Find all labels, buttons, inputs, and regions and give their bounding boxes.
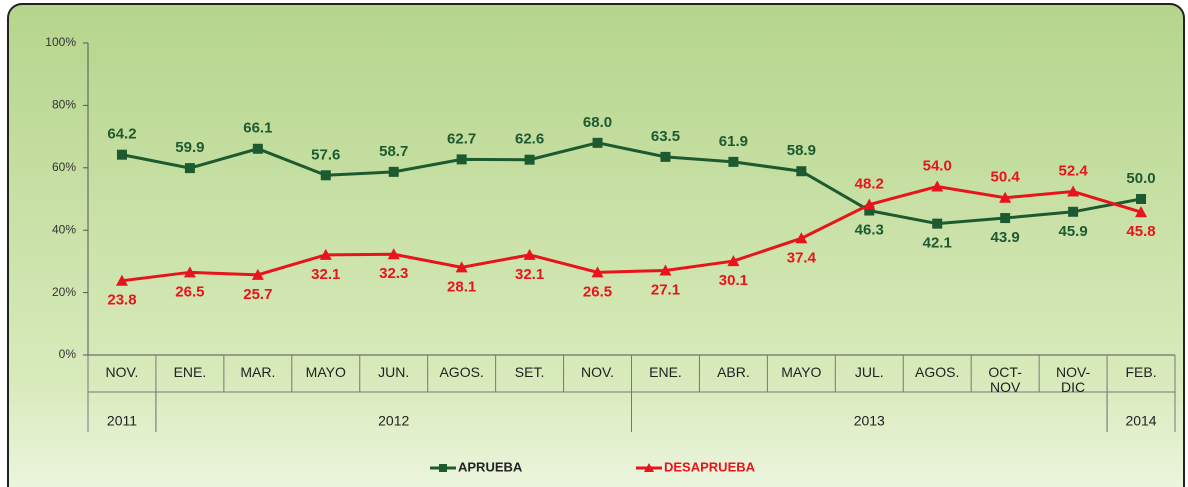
year-label: 2014 bbox=[1125, 413, 1156, 429]
data-label: 62.7 bbox=[447, 130, 476, 147]
x-tick-label: ENE. bbox=[649, 364, 682, 380]
point bbox=[660, 151, 671, 162]
data-label: 23.8 bbox=[107, 292, 136, 309]
data-label: 45.8 bbox=[1126, 223, 1155, 240]
data-label: 45.9 bbox=[1058, 223, 1087, 240]
point bbox=[659, 264, 672, 276]
point bbox=[795, 232, 808, 244]
point bbox=[1136, 194, 1147, 204]
data-label: 30.1 bbox=[719, 272, 748, 289]
data-label: 32.3 bbox=[379, 265, 408, 282]
x-tick-label: NOV- DIC bbox=[1055, 364, 1091, 395]
x-tick-label: OCT- NOV bbox=[988, 364, 1022, 395]
year-label: 2011 bbox=[107, 413, 137, 429]
data-label: 59.9 bbox=[175, 139, 204, 156]
x-tick-label: NOV. bbox=[105, 364, 139, 380]
data-label: 68.0 bbox=[583, 114, 612, 131]
x-tick-label: FEB. bbox=[1125, 364, 1157, 380]
data-label: 26.5 bbox=[583, 283, 612, 300]
point bbox=[388, 166, 399, 177]
year-label: 2012 bbox=[378, 413, 409, 429]
point bbox=[387, 248, 400, 260]
data-label: 28.1 bbox=[447, 278, 476, 295]
x-tick-label: JUL. bbox=[854, 364, 884, 380]
x-tick-label: MAYO bbox=[305, 364, 346, 380]
x-tick-label: MAYO bbox=[781, 364, 822, 380]
data-label: 50.0 bbox=[1126, 170, 1155, 187]
x-tick-label: NOV. bbox=[581, 364, 614, 380]
legend-marker bbox=[644, 463, 654, 472]
x-tick-label: AGOS. bbox=[439, 364, 484, 380]
y-tick-label: 20% bbox=[52, 285, 76, 299]
point bbox=[999, 191, 1012, 203]
point bbox=[1000, 213, 1011, 224]
x-tick-label: ENE. bbox=[173, 364, 207, 380]
point bbox=[455, 261, 468, 273]
legend-marker bbox=[439, 464, 447, 472]
point bbox=[591, 266, 604, 278]
data-label: 27.1 bbox=[651, 281, 680, 298]
point bbox=[319, 248, 332, 260]
data-label: 50.4 bbox=[991, 169, 1021, 186]
point bbox=[931, 180, 944, 192]
data-label: 64.2 bbox=[107, 126, 136, 143]
data-label: 42.1 bbox=[923, 235, 952, 252]
point bbox=[252, 143, 263, 154]
data-label: 57.6 bbox=[311, 146, 340, 163]
point bbox=[932, 218, 943, 229]
point bbox=[863, 198, 876, 210]
point bbox=[592, 137, 603, 148]
data-label: 63.5 bbox=[651, 128, 680, 145]
y-tick-label: 0% bbox=[59, 347, 77, 361]
point bbox=[523, 248, 536, 260]
point bbox=[864, 205, 875, 216]
series-line bbox=[121, 141, 1142, 226]
point bbox=[524, 154, 535, 165]
point bbox=[115, 274, 128, 286]
data-label: 37.4 bbox=[787, 249, 817, 266]
data-label: 32.1 bbox=[515, 266, 544, 283]
data-label: 54.0 bbox=[923, 157, 952, 174]
data-label: 58.9 bbox=[787, 142, 816, 159]
data-label: 52.4 bbox=[1058, 162, 1088, 179]
point bbox=[320, 170, 331, 181]
point bbox=[183, 266, 196, 278]
series-line bbox=[121, 184, 1142, 283]
point bbox=[184, 163, 195, 174]
year-label: 2013 bbox=[854, 413, 885, 429]
data-label: 66.1 bbox=[243, 120, 272, 137]
data-label: 58.7 bbox=[379, 143, 408, 160]
data-label: 48.2 bbox=[855, 176, 884, 193]
legend-label: APRUEBA bbox=[458, 459, 523, 474]
point bbox=[251, 268, 264, 280]
data-label: 61.9 bbox=[719, 133, 748, 150]
point bbox=[796, 166, 807, 177]
data-label: 32.1 bbox=[311, 266, 340, 283]
point bbox=[456, 154, 467, 165]
x-tick-label: ABR. bbox=[717, 364, 750, 380]
point bbox=[727, 255, 740, 267]
y-tick-label: 100% bbox=[45, 35, 76, 49]
y-tick-label: 80% bbox=[52, 98, 76, 112]
x-tick-label: JUN. bbox=[378, 364, 410, 380]
point bbox=[728, 156, 739, 167]
point bbox=[1135, 206, 1148, 218]
data-label: 26.5 bbox=[175, 283, 204, 300]
x-tick-label: MAR. bbox=[240, 364, 276, 380]
y-tick-label: 40% bbox=[52, 222, 76, 236]
x-tick-label: SET. bbox=[514, 364, 545, 380]
data-label: 43.9 bbox=[991, 229, 1020, 246]
data-label: 25.7 bbox=[243, 286, 272, 303]
y-tick-label: 60% bbox=[52, 160, 76, 174]
x-tick-label: AGOS. bbox=[915, 364, 960, 380]
frame bbox=[7, 3, 1185, 487]
point bbox=[116, 149, 127, 160]
legend-label: DESAPRUEBA bbox=[664, 459, 756, 474]
point bbox=[1068, 206, 1079, 217]
data-label: 62.6 bbox=[515, 131, 544, 148]
data-label: 46.3 bbox=[855, 222, 884, 239]
point bbox=[1067, 185, 1080, 197]
